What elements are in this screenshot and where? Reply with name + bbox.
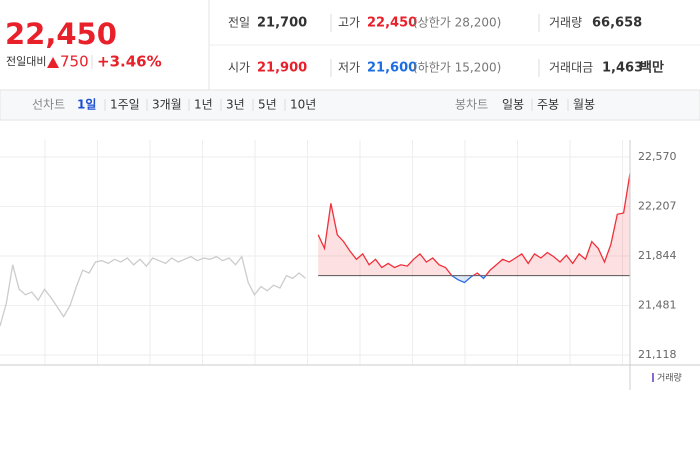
change-pct: +3.46% (97, 53, 162, 71)
y-tick-label: 21,118 (638, 348, 677, 361)
area-fill (318, 173, 630, 283)
stat-label: 거래량 (549, 16, 582, 30)
stat-value: 21,600 (367, 61, 417, 76)
y-tick-label: 21,481 (638, 299, 677, 312)
price: 22,450 (5, 17, 117, 51)
stat-unit: 백만 (640, 60, 664, 76)
range-tab[interactable]: 1년 (194, 98, 213, 112)
change: 750 (60, 53, 89, 71)
change-label: 전일대비 (6, 54, 46, 68)
tab-bar (0, 89, 700, 121)
candle-tab[interactable]: 일봉 (502, 98, 524, 112)
stat-label: 고가 (338, 16, 360, 30)
stat-note: (하한가 15,200) (413, 61, 501, 75)
range-tab[interactable]: 3년 (226, 98, 245, 112)
price-line (0, 255, 306, 327)
stat-label: 시가 (228, 61, 250, 75)
price-line (317, 173, 631, 284)
range-tab[interactable]: 5년 (258, 98, 277, 112)
legend-swatch (652, 373, 654, 382)
stat-value: 66,658 (592, 16, 642, 31)
stat-value: 22,450 (367, 16, 417, 31)
y-tick-label: 21,844 (638, 249, 677, 262)
legend-label: 거래량 (657, 372, 682, 384)
stat-label: 거래대금 (549, 61, 593, 75)
up-icon (47, 57, 59, 68)
stat-value: 21,700 (257, 16, 307, 31)
candle-tab[interactable]: 월봉 (573, 98, 595, 112)
range-tab[interactable]: 1일 (77, 98, 96, 112)
range-tab[interactable]: 10년 (290, 98, 316, 112)
tab-group-label: 선차트 (32, 98, 65, 112)
y-tick-label: 22,570 (638, 150, 677, 163)
stat-value: 21,900 (257, 61, 307, 76)
range-tab[interactable]: 1주일 (110, 98, 140, 112)
tab-group-label: 봉차트 (455, 98, 488, 112)
range-tab[interactable]: 3개월 (152, 98, 182, 112)
candle-tab[interactable]: 주봉 (537, 98, 559, 112)
stat-label: 전일 (228, 16, 250, 30)
y-tick-label: 22,207 (638, 200, 677, 213)
stat-note: (상한가 28,200) (413, 16, 501, 30)
stat-label: 저가 (338, 61, 360, 75)
stat-value: 1,463 (602, 61, 643, 76)
